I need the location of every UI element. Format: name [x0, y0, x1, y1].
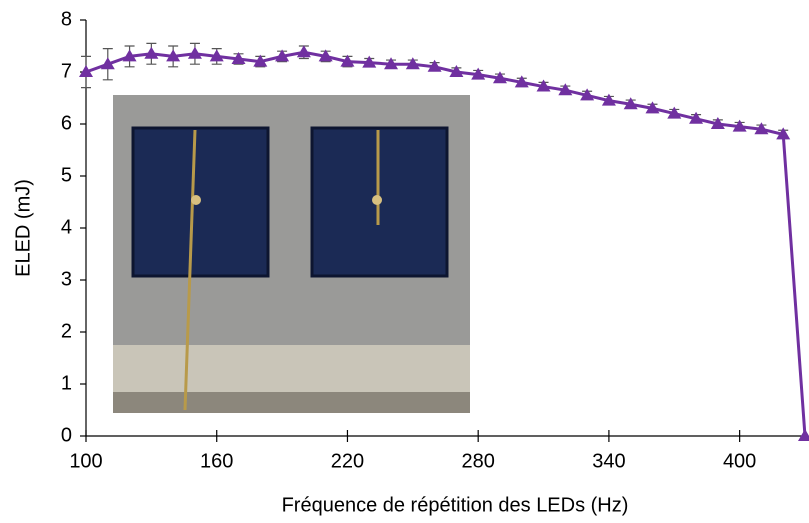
x-tick-label: 400 — [723, 450, 756, 472]
y-tick-label: 3 — [61, 268, 72, 290]
marker — [122, 49, 137, 62]
marker — [296, 45, 311, 58]
y-tick-label: 4 — [61, 216, 72, 238]
marker — [427, 59, 442, 72]
marker — [362, 55, 377, 68]
marker — [166, 49, 181, 62]
marker — [275, 49, 290, 62]
marker — [601, 93, 616, 106]
marker — [798, 429, 809, 441]
y-tick-label: 6 — [61, 112, 72, 134]
marker — [209, 49, 224, 62]
marker — [405, 57, 420, 70]
x-tick-label: 220 — [331, 450, 364, 472]
marker — [318, 49, 333, 62]
marker — [645, 101, 660, 114]
y-axis-label: ELED (mJ) — [12, 179, 34, 277]
marker — [776, 127, 791, 140]
marker — [514, 75, 529, 88]
marker — [580, 88, 595, 101]
line — [85, 50, 807, 437]
y-tick-label: 2 — [61, 320, 72, 342]
x-tick-label: 280 — [461, 450, 494, 472]
marker — [623, 97, 638, 110]
inset-photo — [113, 95, 470, 413]
marker — [144, 46, 159, 59]
marker — [187, 46, 202, 59]
x-tick-label: 100 — [69, 450, 102, 472]
marker — [492, 71, 507, 84]
marker — [79, 65, 93, 77]
marker — [231, 52, 246, 64]
x-tick-label: 160 — [200, 450, 233, 472]
x-axis-label: Fréquence de répétition des LEDs (Hz) — [282, 494, 629, 516]
marker — [754, 122, 769, 135]
y-tick-label: 8 — [61, 8, 72, 30]
marker — [667, 106, 682, 119]
y-tick-label: 7 — [61, 60, 72, 82]
y-tick-label: 5 — [61, 164, 72, 186]
x-tick-label: 340 — [592, 450, 625, 472]
marker — [340, 54, 355, 67]
marker — [732, 119, 747, 132]
marker — [449, 65, 464, 77]
marker — [536, 79, 551, 92]
marker — [558, 83, 573, 96]
marker — [471, 67, 486, 80]
marker — [384, 57, 399, 70]
y-tick-label: 1 — [61, 372, 72, 394]
marker — [100, 57, 115, 70]
y-tick-label: 0 — [61, 424, 72, 446]
marker — [253, 54, 268, 67]
marker — [689, 111, 704, 124]
marker — [710, 117, 725, 129]
